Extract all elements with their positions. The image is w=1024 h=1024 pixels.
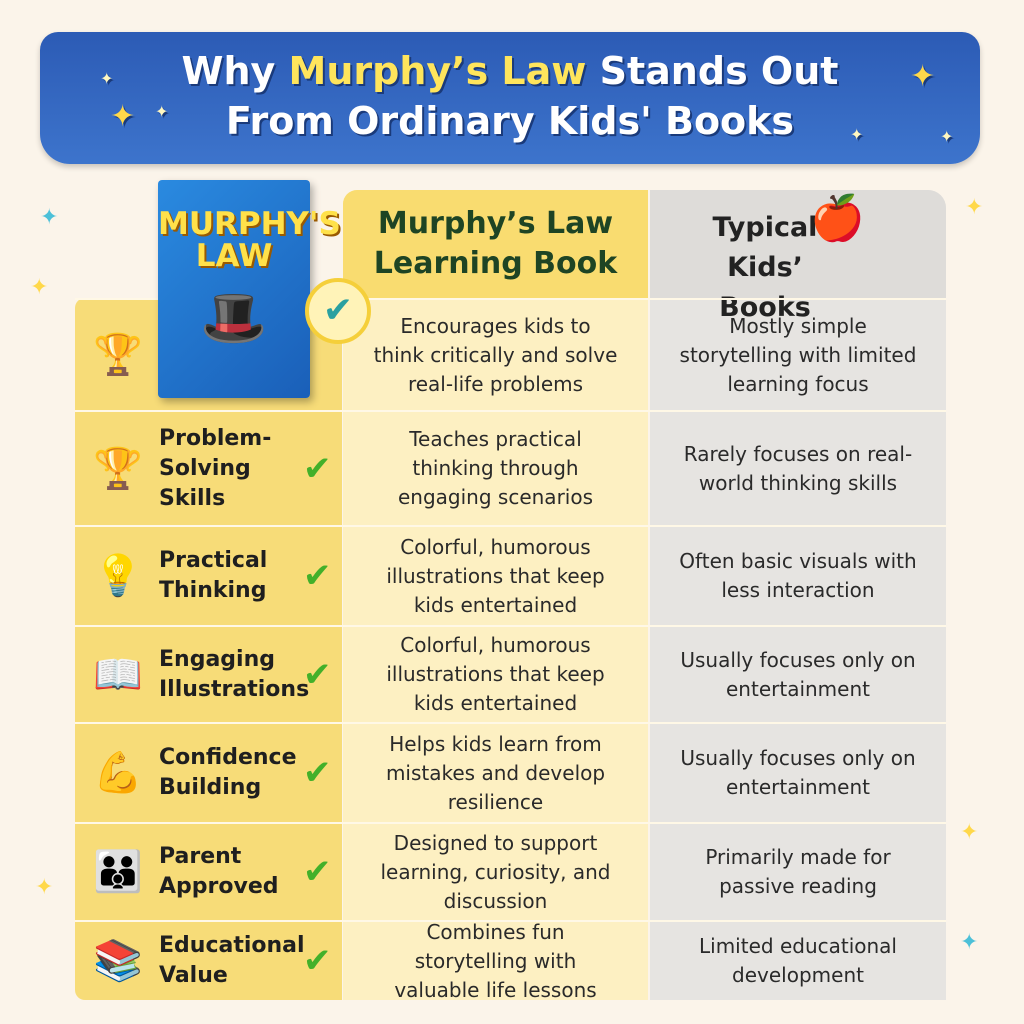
title-line-1: Why Murphy’s Law Stands Out bbox=[181, 49, 839, 93]
table-row: 👪 Parent Approved ✔ Designed to support … bbox=[75, 822, 946, 920]
murphy-cell: Helps kids learn from mistakes and devel… bbox=[385, 731, 606, 814]
books-apple-icon: 🍎 bbox=[810, 193, 865, 244]
murphy-cell: Encourages kids to think critically and … bbox=[373, 313, 618, 396]
title-line-2: From Ordinary Kids' Books bbox=[225, 99, 795, 143]
feature-label: Engaging Illustrations bbox=[159, 646, 310, 702]
book-title: MURPHY'S LAW bbox=[158, 206, 341, 274]
books-apple-icon: 📚 bbox=[93, 938, 143, 984]
book-cover-image: MURPHY'S LAW 🎩 bbox=[158, 180, 341, 398]
murphy-cell: Designed to support learning, curiosity,… bbox=[380, 830, 611, 913]
table-row: 🏆 Problem-Solving Skills ✔ Teaches pract… bbox=[75, 410, 946, 525]
trophy-icon: 🏆 bbox=[93, 332, 143, 378]
title-banner: Why Murphy’s Law Stands Out From Ordinar… bbox=[40, 32, 980, 164]
typical-column-header: Typical Kids’ Books bbox=[650, 190, 946, 323]
lightbulb-icon: 💡 bbox=[93, 553, 143, 599]
star-icon: ✦ bbox=[910, 59, 936, 94]
table-row: 📚 Educational Value ✔ Combines fun story… bbox=[75, 919, 946, 1002]
sparkle-icon: ✦ bbox=[960, 930, 979, 955]
murphy-column-header: Murphy’s Law Learning Book bbox=[343, 190, 648, 298]
professor-illustration: 🎩 bbox=[200, 286, 268, 349]
sparkle-icon: ✦ bbox=[965, 195, 984, 220]
family-icon: 👪 bbox=[93, 849, 143, 895]
open-book-icon: 📖 bbox=[93, 651, 143, 698]
feature-cell: 🏆 Problem-Solving Skills ✔ bbox=[75, 412, 342, 525]
typical-cell: Often basic visuals with less interactio… bbox=[679, 549, 917, 602]
sparkle-icon: ✦ bbox=[30, 275, 49, 300]
flexed-arm-icon: 💪 bbox=[93, 750, 143, 796]
star-icon: ✦ bbox=[100, 69, 114, 88]
checkmark-badge-icon: ✔ bbox=[305, 278, 371, 344]
sparkle-icon: ✦ bbox=[40, 205, 59, 230]
star-icon: ✦ bbox=[110, 99, 136, 134]
feature-cell: 📚 Educational Value ✔ bbox=[75, 922, 342, 1000]
check-icon: ✔ bbox=[303, 941, 332, 981]
murphy-cell: Colorful, humorous illustrations that ke… bbox=[386, 534, 605, 617]
table-row: 💪 Confidence Building ✔ Helps kids learn… bbox=[75, 722, 946, 822]
murphy-cell: Combines fun storytelling with valuable … bbox=[394, 919, 597, 1002]
typical-cell: Rarely focuses on real-world thinking sk… bbox=[683, 441, 913, 495]
murphy-cell: Teaches practical thinking through engag… bbox=[398, 427, 593, 509]
check-icon: ✔ bbox=[303, 852, 332, 892]
title-highlight: Murphy’s Law bbox=[288, 49, 587, 93]
murphy-cell: Colorful, humorous illustrations that ke… bbox=[386, 633, 605, 715]
typical-cell: Primarily made for passive reading bbox=[705, 845, 891, 898]
check-icon: ✔ bbox=[303, 753, 332, 793]
typical-cell: Mostly simple storytelling with limited … bbox=[679, 313, 917, 396]
star-icon: ✦ bbox=[155, 102, 169, 121]
feature-label: Practical Thinking bbox=[159, 548, 268, 603]
table-row: 🏆 Encourages kids to think critically an… bbox=[75, 298, 946, 410]
feature-label: Parent Approved bbox=[159, 844, 279, 899]
star-icon: ✦ bbox=[940, 127, 954, 146]
feature-label: Educational Value bbox=[159, 933, 305, 988]
typical-cell: Usually focuses only on entertainment bbox=[680, 746, 916, 799]
check-icon: ✔ bbox=[303, 448, 332, 489]
typical-cell: Limited educational development bbox=[699, 934, 897, 987]
sparkle-icon: ✦ bbox=[960, 820, 979, 845]
feature-label: Confidence Building bbox=[159, 745, 297, 800]
star-icon: ✦ bbox=[850, 125, 864, 144]
murphy-column bbox=[343, 190, 648, 1000]
table-row: 💡 Practical Thinking ✔ Colorful, humorou… bbox=[75, 525, 946, 625]
trophy-icon: 🏆 bbox=[93, 445, 143, 492]
feature-column bbox=[75, 298, 342, 1000]
check-icon: ✔ bbox=[303, 556, 332, 596]
check-icon: ✔ bbox=[303, 654, 332, 695]
feature-cell: 💡 Practical Thinking ✔ bbox=[75, 527, 342, 625]
sparkle-icon: ✦ bbox=[35, 875, 54, 900]
typical-cell: Usually focuses only on entertainment bbox=[680, 647, 916, 701]
table-row: 📖 Engaging Illustrations ✔ Colorful, hum… bbox=[75, 625, 946, 722]
feature-cell: 💪 Confidence Building ✔ bbox=[75, 724, 342, 822]
feature-cell: 👪 Parent Approved ✔ bbox=[75, 824, 342, 920]
feature-cell: 🏆 bbox=[75, 300, 342, 410]
typical-column bbox=[650, 190, 946, 1000]
feature-label: Problem-Solving Skills bbox=[159, 425, 272, 511]
feature-cell: 📖 Engaging Illustrations ✔ bbox=[75, 627, 342, 722]
